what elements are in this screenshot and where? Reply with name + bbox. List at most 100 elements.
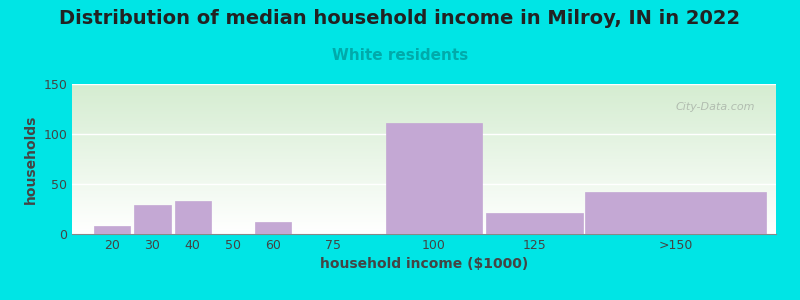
Bar — [72, 149, 776, 150]
Bar — [72, 146, 776, 147]
Bar — [72, 214, 776, 215]
Bar — [72, 207, 776, 208]
Bar — [72, 225, 776, 226]
Bar — [72, 158, 776, 159]
Bar — [72, 193, 776, 194]
Y-axis label: households: households — [24, 114, 38, 204]
Bar — [72, 102, 776, 103]
Bar — [72, 133, 776, 134]
Bar — [72, 97, 776, 98]
Bar — [72, 202, 776, 203]
Bar — [72, 129, 776, 130]
Bar — [134, 205, 170, 234]
Bar — [72, 143, 776, 144]
Bar — [72, 218, 776, 219]
Bar — [72, 167, 776, 168]
Bar — [72, 194, 776, 195]
Text: City-Data.com: City-Data.com — [675, 102, 755, 112]
Bar — [72, 154, 776, 155]
Bar — [72, 188, 776, 189]
Bar — [72, 190, 776, 191]
Bar — [72, 159, 776, 160]
Bar — [72, 93, 776, 94]
Bar — [72, 212, 776, 213]
Bar — [72, 88, 776, 89]
Bar — [72, 191, 776, 192]
Bar — [72, 123, 776, 124]
Bar — [72, 233, 776, 234]
Bar — [72, 103, 776, 104]
Bar — [72, 185, 776, 186]
Bar — [72, 168, 776, 169]
Bar — [72, 117, 776, 118]
Bar — [72, 186, 776, 187]
Bar — [72, 145, 776, 146]
Bar — [72, 209, 776, 210]
Bar — [72, 231, 776, 232]
Text: Distribution of median household income in Milroy, IN in 2022: Distribution of median household income … — [59, 9, 741, 28]
Bar — [72, 229, 776, 230]
Bar — [72, 162, 776, 163]
Bar — [174, 201, 210, 234]
Bar — [72, 205, 776, 206]
Bar — [72, 121, 776, 122]
Bar — [72, 199, 776, 200]
Bar — [72, 163, 776, 164]
Bar — [72, 95, 776, 96]
Bar — [72, 110, 776, 111]
Bar — [72, 155, 776, 156]
Bar — [72, 148, 776, 149]
Bar — [72, 174, 776, 175]
Bar — [72, 189, 776, 190]
Bar — [72, 119, 776, 120]
Bar — [72, 140, 776, 141]
Bar — [72, 107, 776, 108]
Bar — [72, 96, 776, 97]
Bar — [72, 153, 776, 154]
Bar — [72, 89, 776, 90]
Bar — [72, 173, 776, 174]
Bar — [72, 139, 776, 140]
Bar — [72, 172, 776, 173]
Bar — [72, 184, 776, 185]
Bar — [72, 227, 776, 228]
Bar — [72, 204, 776, 205]
Bar — [72, 90, 776, 91]
Bar — [72, 196, 776, 197]
Bar — [72, 106, 776, 107]
Bar — [72, 226, 776, 227]
Bar — [72, 224, 776, 225]
Bar — [72, 135, 776, 136]
Bar — [72, 101, 776, 102]
Bar — [72, 100, 776, 101]
Bar — [72, 116, 776, 117]
Bar — [72, 161, 776, 162]
Bar — [72, 181, 776, 182]
Bar — [72, 178, 776, 179]
Bar — [585, 192, 766, 234]
Bar — [72, 180, 776, 181]
Bar — [72, 144, 776, 145]
Bar — [72, 187, 776, 188]
X-axis label: household income ($1000): household income ($1000) — [320, 257, 528, 272]
Bar — [72, 84, 776, 85]
Bar — [386, 123, 482, 234]
Bar — [72, 183, 776, 184]
Bar — [72, 105, 776, 106]
Bar — [72, 142, 776, 143]
Bar — [72, 136, 776, 137]
Bar — [72, 217, 776, 218]
Bar — [72, 198, 776, 199]
Bar — [72, 92, 776, 93]
Bar — [72, 114, 776, 115]
Text: White residents: White residents — [332, 48, 468, 63]
Bar — [72, 171, 776, 172]
Bar — [72, 208, 776, 209]
Bar — [72, 112, 776, 113]
Bar — [72, 164, 776, 165]
Bar — [72, 210, 776, 211]
Bar — [72, 169, 776, 170]
Bar — [255, 222, 291, 234]
Bar — [72, 99, 776, 100]
Bar — [72, 128, 776, 129]
